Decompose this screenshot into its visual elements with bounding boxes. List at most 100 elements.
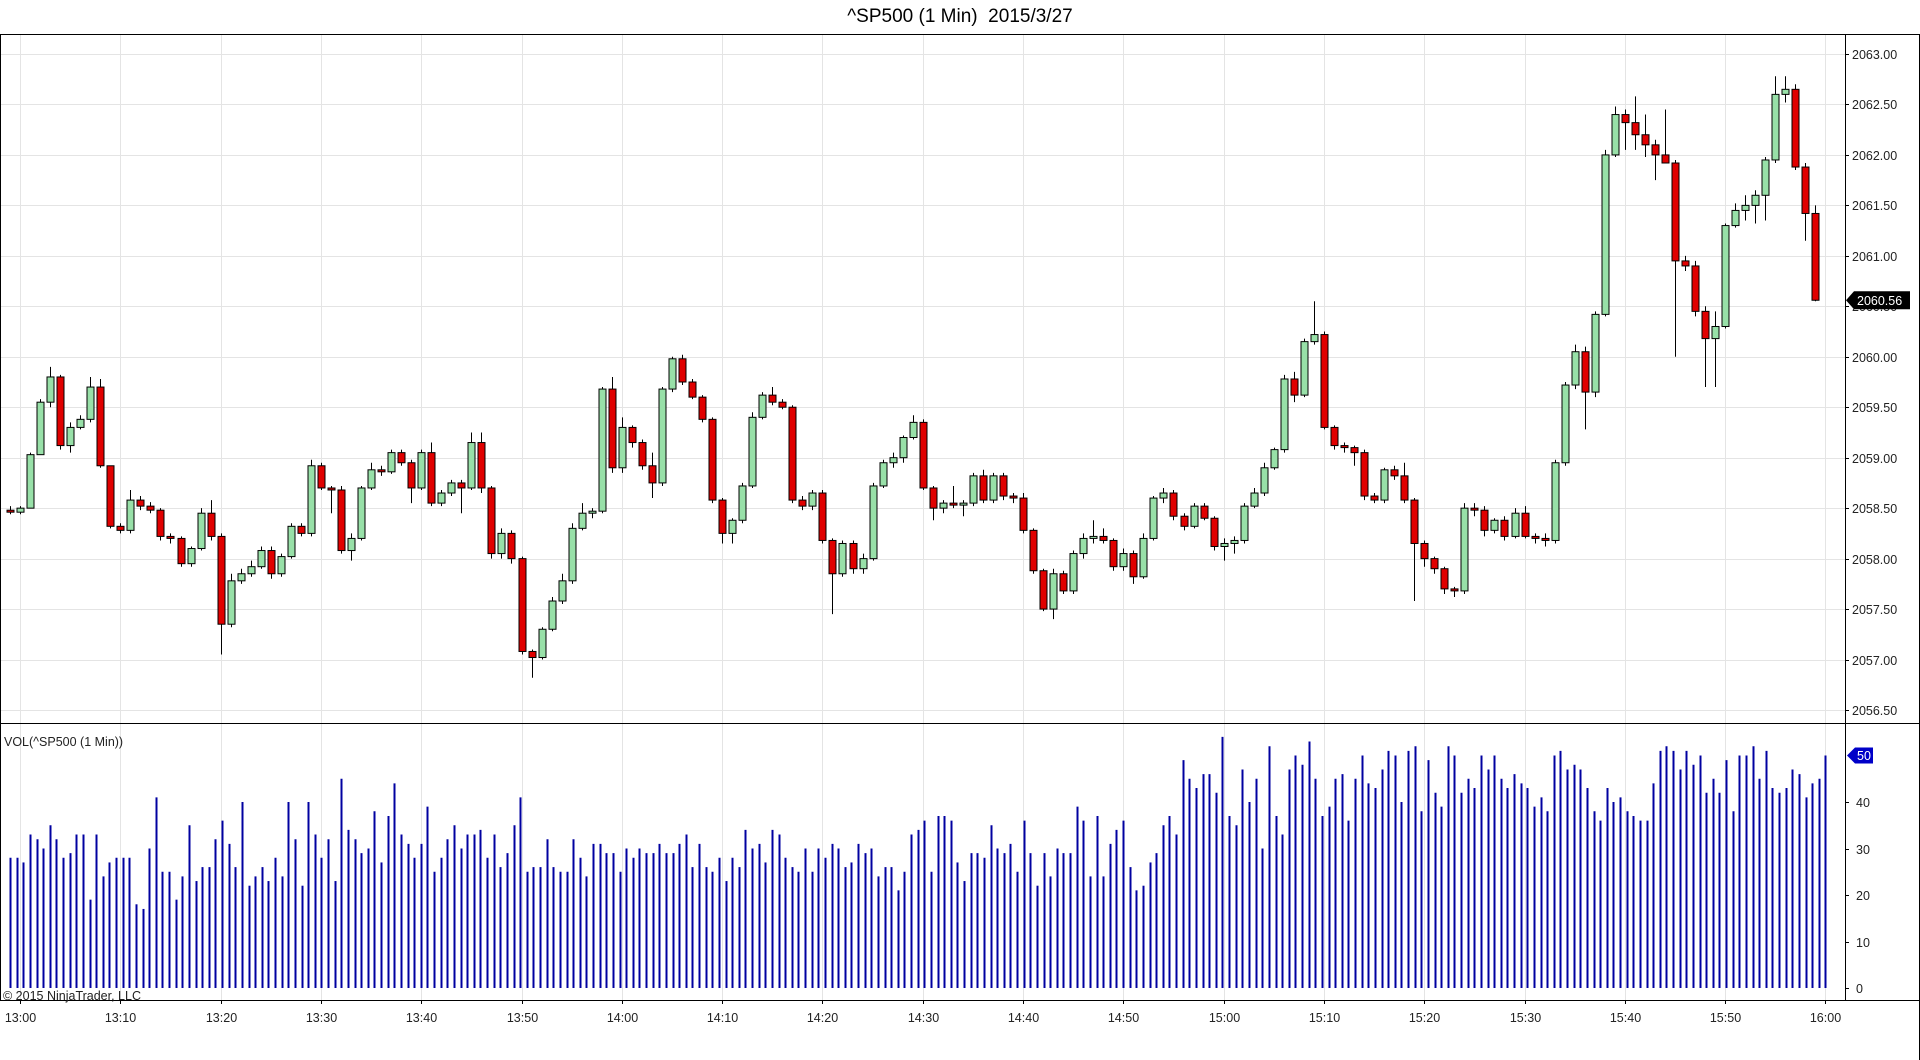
candle-body-down: [177, 537, 186, 565]
candle: [507, 530, 516, 564]
candle: [929, 485, 938, 521]
candle: [768, 387, 777, 406]
candle: [1310, 301, 1319, 345]
candle-body-up: [899, 437, 908, 459]
candle: [1260, 462, 1269, 497]
candle: [166, 533, 175, 544]
candle: [1701, 306, 1710, 388]
candle: [909, 415, 918, 440]
candle-body-up: [367, 469, 376, 489]
candle: [728, 518, 737, 544]
candle: [1771, 76, 1780, 163]
candle-body-down: [1360, 452, 1369, 497]
candle: [26, 452, 35, 509]
candle-body-down: [778, 401, 787, 408]
candle-body-up: [989, 475, 998, 501]
candle: [437, 489, 446, 507]
candle: [989, 472, 998, 504]
candle: [708, 417, 717, 504]
candle-body-up: [46, 376, 55, 403]
x-tick-label: 15:30: [1510, 1011, 1541, 1025]
candle-body-down: [849, 542, 858, 570]
candle-body-down: [56, 376, 65, 447]
candle-body-up: [889, 457, 898, 464]
candle-body-down: [1801, 166, 1810, 214]
candle-body-down: [1641, 134, 1650, 146]
candle-body-up: [728, 519, 737, 534]
candle: [688, 378, 697, 400]
candle: [1731, 203, 1740, 228]
candle-body-down: [1390, 469, 1399, 477]
y-tick-label: 2059.50: [1852, 401, 1897, 415]
candle-body-down: [507, 532, 516, 560]
candle-body-down: [337, 489, 346, 552]
candle-body-down: [718, 499, 727, 534]
candle: [347, 533, 356, 561]
candle: [1169, 489, 1178, 521]
candle: [1079, 533, 1088, 559]
candle-body-up: [307, 465, 316, 534]
candle: [608, 376, 617, 473]
candle-body-down: [1430, 558, 1439, 570]
candle-body-down: [648, 465, 657, 484]
y-tick-label: 2056.50: [1852, 704, 1897, 718]
price-panel: [6, 76, 1820, 678]
candle-body-down: [1541, 537, 1550, 541]
candle: [899, 435, 908, 463]
candle-body-down: [1099, 535, 1108, 541]
x-tick-label: 13:00: [5, 1011, 36, 1025]
candle-body-up: [869, 485, 878, 560]
candle: [327, 485, 336, 514]
candle-body-down: [1450, 588, 1459, 592]
candle: [1009, 493, 1018, 504]
candle: [1541, 533, 1550, 547]
candle-body-up: [257, 550, 266, 568]
candle-body-down: [1059, 573, 1068, 592]
candle: [1250, 487, 1259, 509]
candle: [56, 374, 65, 450]
candle: [357, 485, 366, 541]
candle-body-down: [397, 452, 406, 464]
candle: [1210, 516, 1219, 551]
candle-body-up: [86, 386, 95, 420]
y-tick-label: 2062.00: [1852, 149, 1897, 163]
x-tick-label: 14:40: [1008, 1011, 1039, 1025]
candle-body-down: [1470, 507, 1479, 511]
candle: [1531, 533, 1540, 544]
candle: [738, 482, 747, 524]
candle-body-down: [407, 462, 416, 489]
candle-body-down: [1109, 539, 1118, 568]
candle-body-up: [909, 421, 918, 439]
candle: [1761, 156, 1770, 221]
candle-body-up: [26, 454, 35, 509]
candle: [698, 395, 707, 423]
vol-y-tick-label: 40: [1856, 796, 1870, 810]
candle-body-down: [1200, 505, 1209, 519]
candle-body-down: [1581, 351, 1590, 393]
candle: [798, 496, 807, 511]
candle-body-up: [497, 532, 506, 555]
candle-body-up: [859, 558, 868, 570]
candle: [718, 498, 727, 544]
x-tick-label: 14:00: [607, 1011, 638, 1025]
axes: 13:00 13:10 13:20 13:30 13:40 13:50 14:00 14:10…: [5, 48, 1910, 1025]
candle: [1240, 503, 1249, 544]
candle: [156, 508, 165, 541]
candle: [297, 523, 306, 537]
candle: [638, 439, 647, 470]
candle: [1220, 538, 1229, 561]
vol-y-tick-label: 30: [1856, 843, 1870, 857]
candle-body-down: [1290, 378, 1299, 396]
candle: [1460, 503, 1469, 594]
y-tick-label: 2058.50: [1852, 502, 1897, 516]
candle: [1781, 76, 1790, 103]
candle-body-up: [1300, 341, 1309, 396]
candle-body-up: [237, 573, 246, 582]
candle: [1300, 338, 1309, 398]
candle-body-down: [297, 525, 306, 534]
candle-body-down: [929, 487, 938, 509]
candle: [1440, 566, 1449, 594]
candle-body-up: [1190, 505, 1199, 527]
candle: [1059, 570, 1068, 594]
y-tick-label: 2061.50: [1852, 199, 1897, 213]
